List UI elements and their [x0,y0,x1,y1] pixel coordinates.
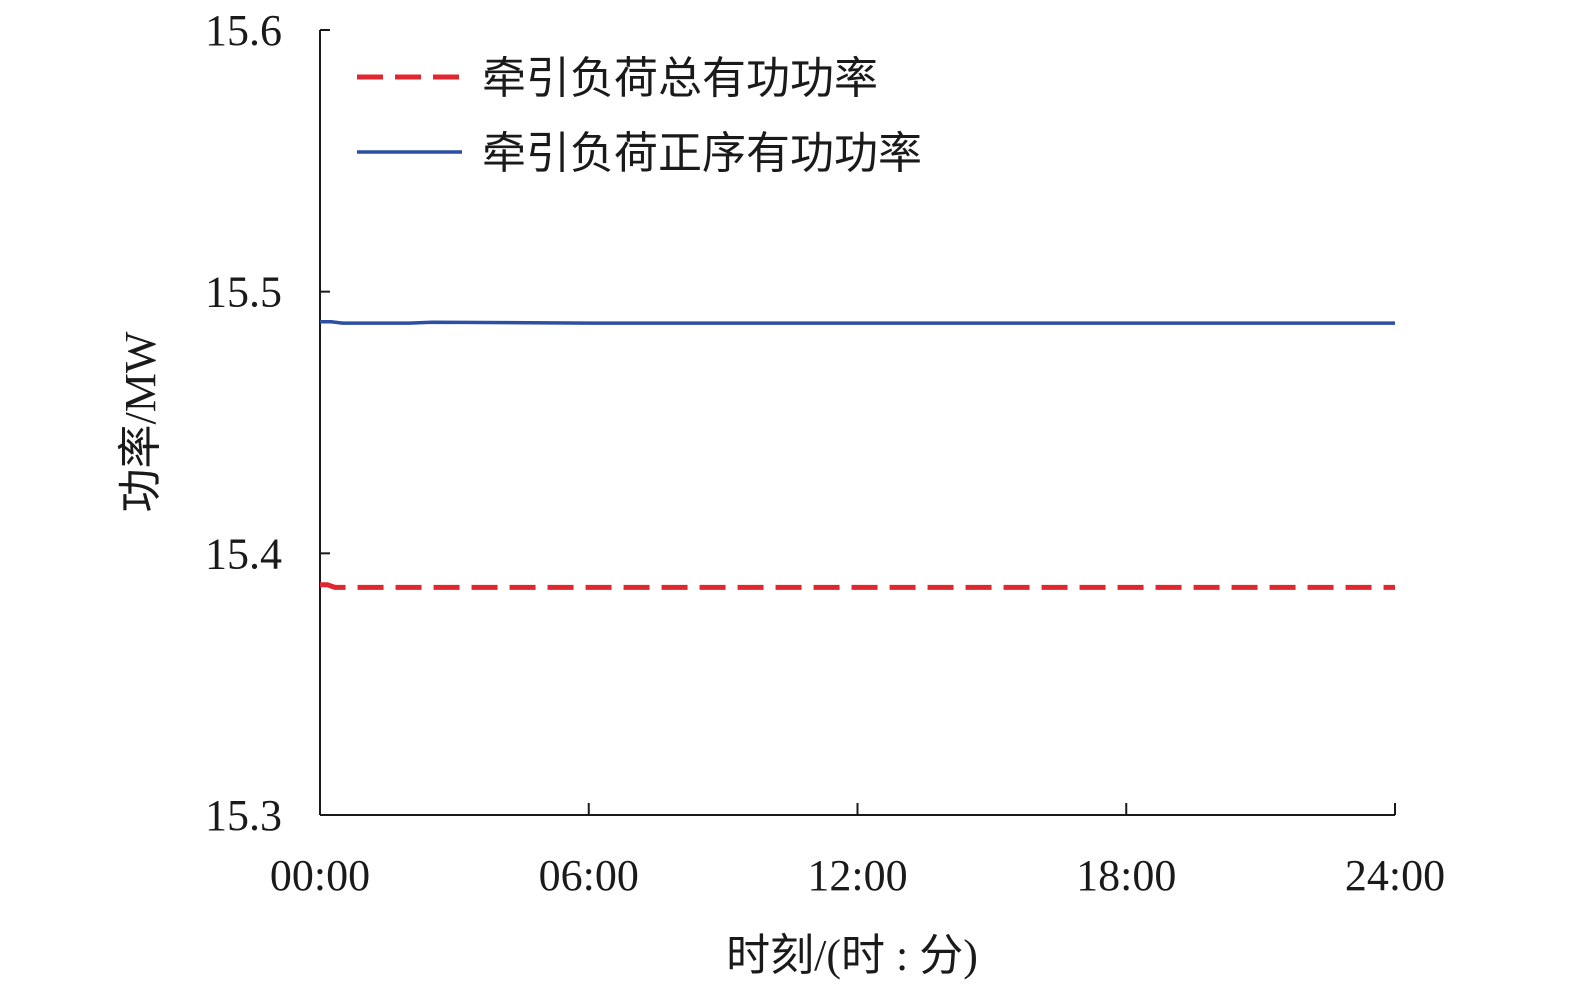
series-line-total [320,582,1395,590]
y-tick-label: 15.4 [205,529,282,578]
legend-item: 牵引负荷正序有功功率 [357,128,922,179]
x-tick-label: 18:00 [1076,851,1176,900]
legend: 牵引负荷总有功功率 牵引负荷正序有功功率 [357,53,922,179]
x-tick-label: 24:00 [1345,851,1445,900]
x-tick-label: 06:00 [539,851,639,900]
legend-label-total: 牵引负荷总有功功率 [482,53,878,104]
y-tick-label: 15.6 [205,6,282,55]
x-axis-title: 时刻/(时 : 分) [726,931,978,980]
x-tick-label: 12:00 [807,851,907,900]
legend-label-positive-sequence: 牵引负荷正序有功功率 [482,128,922,179]
x-ticks: 00:00 06:00 12:00 18:00 24:00 [270,803,1445,900]
y-axis-title: 功率/MW [116,331,165,512]
legend-item: 牵引负荷总有功功率 [357,53,878,104]
series [320,320,1395,590]
y-tick-label: 15.5 [205,268,282,317]
x-tick-label: 00:00 [270,851,370,900]
series-line-positive-sequence [320,320,1395,325]
y-ticks: 15.3 15.4 15.5 15.6 [205,6,330,840]
y-tick-label: 15.3 [205,791,282,840]
